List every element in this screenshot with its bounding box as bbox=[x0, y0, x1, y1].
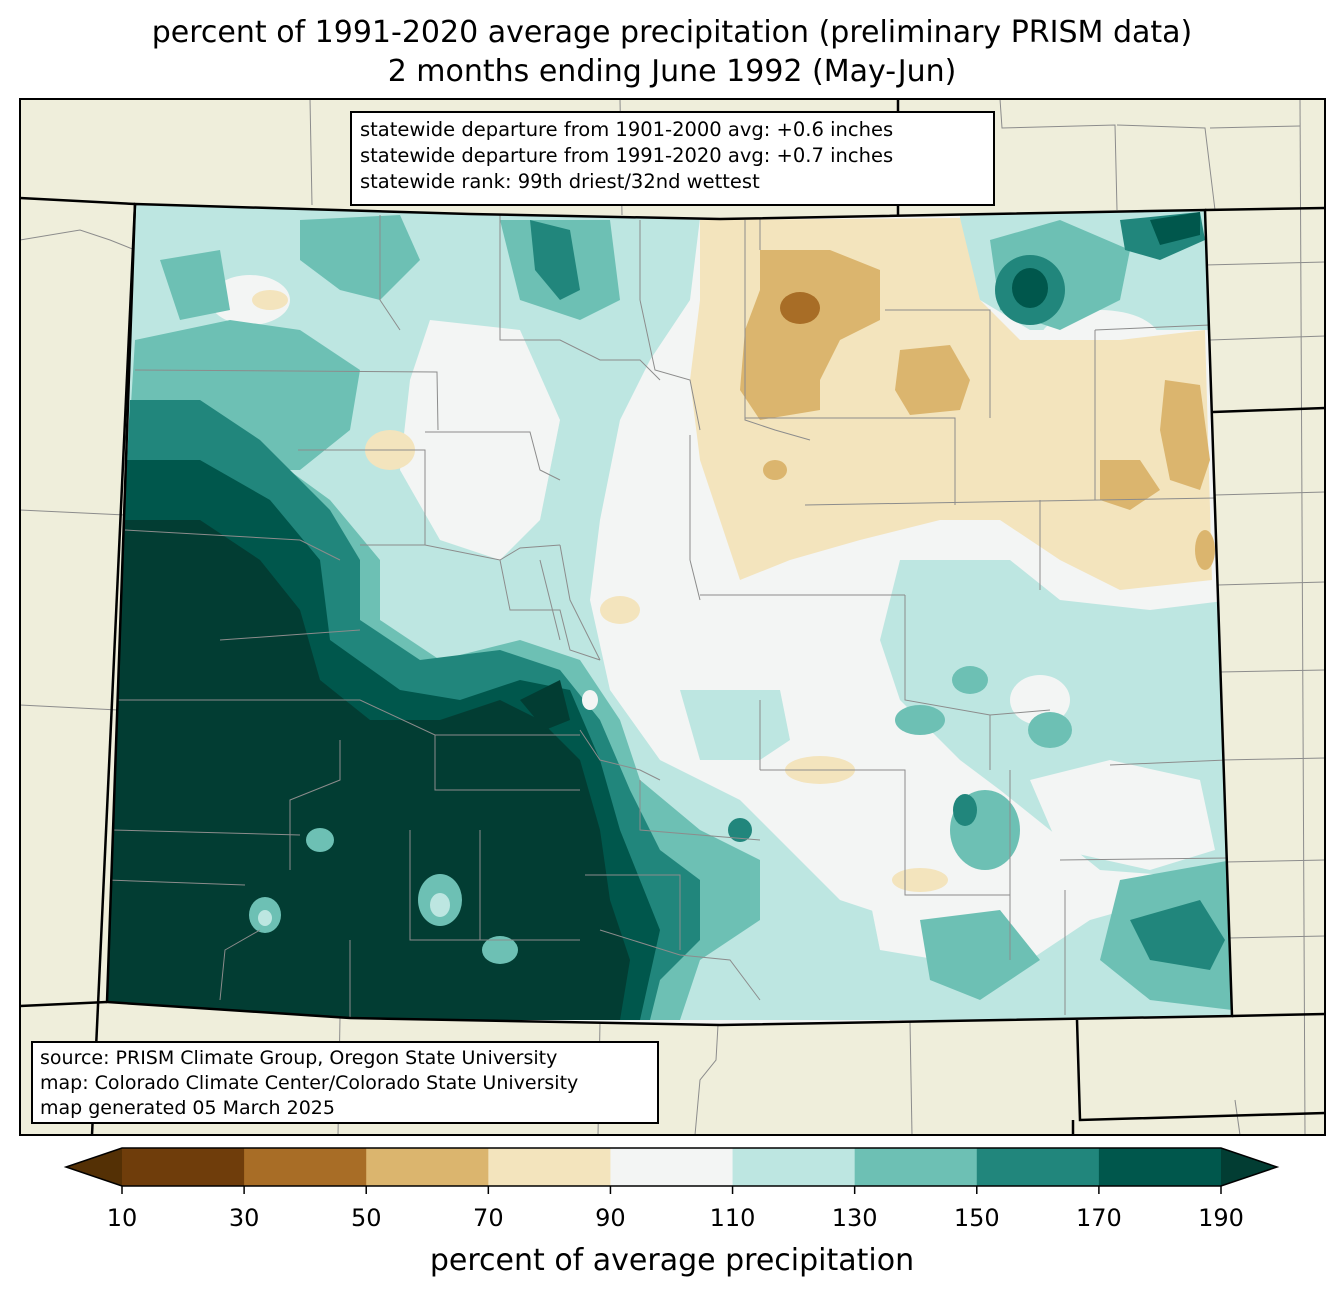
colorbar-bin-30-50 bbox=[244, 1148, 367, 1186]
colorbar-tick-label-50: 50 bbox=[350, 1204, 382, 1232]
colorbar-bin-10-30 bbox=[122, 1148, 245, 1186]
colorbar-tick-label-190: 190 bbox=[1198, 1204, 1244, 1232]
colorbar-bin-130-150 bbox=[854, 1148, 978, 1186]
colorbar-tick-label-30: 30 bbox=[228, 1204, 260, 1232]
colorbar-tick-label-90: 90 bbox=[595, 1204, 626, 1232]
colorbar-bin-150-170 bbox=[976, 1148, 1100, 1186]
state-borders bbox=[20, 99, 1325, 1135]
map-title-line2: 2 months ending June 1992 (May-Jun) bbox=[387, 54, 957, 89]
stats-rank: statewide rank: 99th driest/32nd wettest bbox=[360, 170, 760, 193]
colorbar-bin-90-110 bbox=[610, 1148, 734, 1186]
credits-source: source: PRISM Climate Group, Oregon Stat… bbox=[40, 1047, 558, 1069]
credits-generated-date: map generated 05 March 2025 bbox=[40, 1097, 335, 1119]
colorbar-tick-label-170: 170 bbox=[1075, 1204, 1122, 1232]
colorbar-overflow-swatch bbox=[1221, 1148, 1277, 1186]
map-title-line1: percent of 1991-2020 average precipitati… bbox=[151, 15, 1193, 50]
colorbar-label: percent of average precipitation bbox=[429, 1243, 915, 1278]
colorbar-tick-label-70: 70 bbox=[473, 1204, 504, 1232]
credits-map: map: Colorado Climate Center/Colorado St… bbox=[40, 1072, 579, 1094]
stats-departure-1991-2020: statewide departure from 1991-2020 avg: … bbox=[360, 144, 894, 167]
credits-box: source: PRISM Climate Group, Oregon Stat… bbox=[31, 1041, 659, 1124]
colorado-county-lines bbox=[107, 215, 1229, 1018]
map-frame bbox=[19, 98, 1326, 1136]
colorbar-tick-label-150: 150 bbox=[953, 1204, 1000, 1232]
precipitation-field bbox=[107, 204, 1232, 1025]
colorbar-tick-label-110: 110 bbox=[709, 1204, 756, 1232]
colorbar-bin-170-190 bbox=[1098, 1148, 1222, 1186]
colorbar-underflow-swatch bbox=[66, 1148, 122, 1186]
stats-departure-1901-2000: statewide departure from 1901-2000 avg: … bbox=[360, 118, 894, 141]
colorbar-tick-label-10: 10 bbox=[106, 1204, 138, 1232]
colorbar-bin-50-70 bbox=[366, 1148, 489, 1186]
colorbar-tick-label-130: 130 bbox=[831, 1204, 878, 1232]
colorbar-bin-110-130 bbox=[732, 1148, 856, 1186]
statewide-stats-box: statewide departure from 1901-2000 avg: … bbox=[350, 111, 995, 206]
colorbar bbox=[63, 1147, 1280, 1194]
colorbar-bin-70-90 bbox=[488, 1148, 612, 1186]
